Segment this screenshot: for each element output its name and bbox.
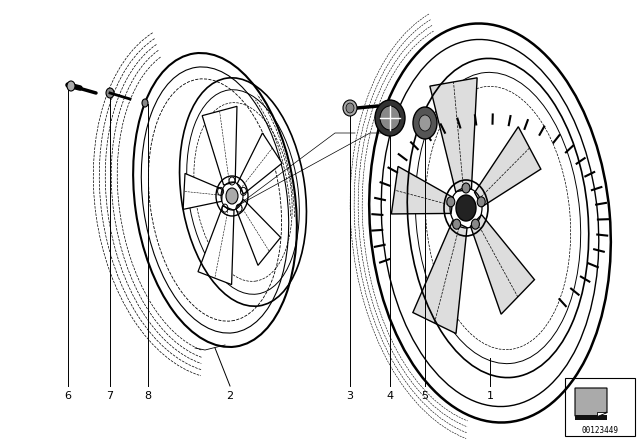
Polygon shape: [183, 173, 222, 209]
Ellipse shape: [380, 106, 400, 130]
Ellipse shape: [142, 99, 148, 107]
Text: 2: 2: [227, 391, 234, 401]
Ellipse shape: [419, 115, 431, 131]
Polygon shape: [413, 221, 467, 334]
Text: 1: 1: [486, 391, 493, 401]
Ellipse shape: [472, 219, 479, 229]
Ellipse shape: [452, 219, 461, 229]
Text: 3: 3: [346, 391, 353, 401]
Ellipse shape: [413, 107, 437, 139]
Polygon shape: [202, 106, 237, 185]
Polygon shape: [236, 199, 280, 265]
Text: 5: 5: [422, 391, 429, 401]
Ellipse shape: [375, 100, 405, 136]
Polygon shape: [430, 78, 477, 192]
Ellipse shape: [106, 88, 114, 98]
Text: 7: 7: [106, 391, 113, 401]
Polygon shape: [470, 215, 534, 314]
Bar: [565, 378, 635, 436]
Polygon shape: [597, 412, 607, 416]
Polygon shape: [392, 166, 453, 214]
Ellipse shape: [226, 188, 238, 204]
Ellipse shape: [477, 197, 485, 207]
Polygon shape: [198, 206, 234, 284]
Ellipse shape: [67, 81, 75, 91]
Text: 8: 8: [145, 391, 152, 401]
Ellipse shape: [456, 195, 476, 221]
Ellipse shape: [343, 100, 357, 116]
Bar: [575, 415, 607, 420]
Polygon shape: [475, 127, 541, 207]
Text: 00123449: 00123449: [582, 426, 618, 435]
Ellipse shape: [462, 183, 470, 193]
Text: 4: 4: [387, 391, 394, 401]
Ellipse shape: [447, 197, 455, 207]
Ellipse shape: [346, 103, 354, 113]
Polygon shape: [575, 388, 607, 416]
Text: 6: 6: [65, 391, 72, 401]
Polygon shape: [237, 133, 282, 194]
